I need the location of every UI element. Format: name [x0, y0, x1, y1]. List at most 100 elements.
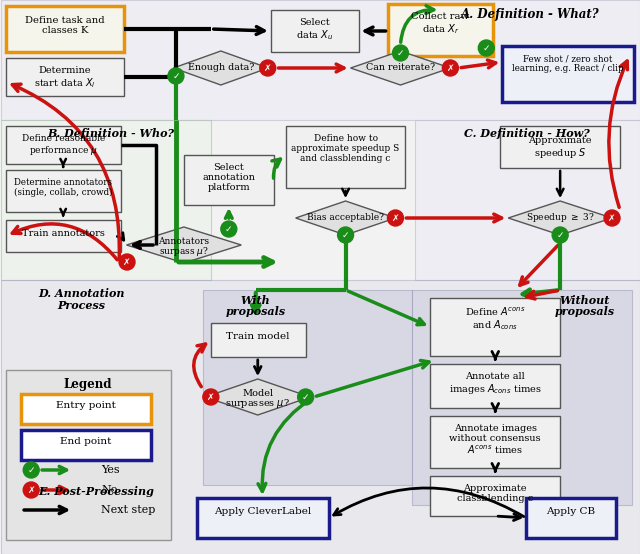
- Text: Apply CleverLabel: Apply CleverLabel: [214, 507, 312, 516]
- Circle shape: [260, 60, 276, 76]
- Text: Can reiterate?: Can reiterate?: [366, 64, 435, 73]
- Text: surpasses $\mu$?: surpasses $\mu$?: [225, 398, 290, 411]
- Polygon shape: [508, 201, 612, 235]
- Circle shape: [604, 210, 620, 226]
- Text: ✓: ✓: [225, 224, 232, 233]
- Text: data $X_u$: data $X_u$: [296, 28, 333, 42]
- Text: Apply CB: Apply CB: [547, 507, 596, 516]
- FancyBboxPatch shape: [502, 46, 634, 102]
- Text: start data $X_l$: start data $X_l$: [34, 76, 96, 90]
- Text: speedup $S$: speedup $S$: [534, 146, 586, 160]
- Text: performance $\mu$: performance $\mu$: [29, 144, 97, 157]
- FancyBboxPatch shape: [21, 430, 151, 460]
- Circle shape: [478, 40, 494, 56]
- Text: ✗: ✗: [28, 485, 35, 495]
- Text: ✗: ✗: [392, 213, 399, 223]
- FancyBboxPatch shape: [6, 126, 121, 164]
- Circle shape: [337, 227, 353, 243]
- Text: ✓: ✓: [556, 230, 564, 239]
- Text: ✗: ✗: [264, 64, 271, 73]
- Text: data $X_r$: data $X_r$: [422, 22, 459, 36]
- Text: End point: End point: [60, 437, 112, 446]
- FancyBboxPatch shape: [6, 370, 171, 540]
- Text: Train model: Train model: [226, 332, 289, 341]
- Circle shape: [298, 389, 314, 405]
- Text: learning, e.g. React / clip: learning, e.g. React / clip: [512, 64, 624, 73]
- Text: images $A_{cons}$ times: images $A_{cons}$ times: [449, 382, 541, 396]
- FancyBboxPatch shape: [184, 155, 274, 205]
- Circle shape: [23, 462, 39, 478]
- Text: Annotate images: Annotate images: [454, 424, 537, 433]
- Text: without consensus: without consensus: [449, 434, 541, 443]
- Text: Annotate all: Annotate all: [465, 372, 525, 381]
- Text: E. Post-Processing: E. Post-Processing: [38, 486, 154, 497]
- FancyBboxPatch shape: [500, 126, 620, 168]
- Circle shape: [203, 389, 219, 405]
- Text: Entry point: Entry point: [56, 401, 116, 410]
- FancyBboxPatch shape: [412, 290, 632, 505]
- Text: Speedup $\geq$ 3?: Speedup $\geq$ 3?: [526, 212, 595, 224]
- Text: Process: Process: [57, 300, 105, 311]
- Text: No: No: [101, 485, 117, 495]
- Text: proposals: proposals: [555, 306, 615, 317]
- FancyBboxPatch shape: [388, 4, 493, 56]
- FancyBboxPatch shape: [431, 476, 560, 516]
- Circle shape: [552, 227, 568, 243]
- FancyBboxPatch shape: [21, 394, 151, 424]
- FancyBboxPatch shape: [415, 120, 640, 280]
- Text: ✗: ✗: [608, 213, 616, 223]
- Text: With: With: [241, 295, 271, 306]
- Text: Annotators: Annotators: [158, 238, 209, 247]
- Text: Yes: Yes: [101, 465, 120, 475]
- Text: $A^{cons}$ times: $A^{cons}$ times: [467, 444, 523, 456]
- Text: and $A_{cons}$: and $A_{cons}$: [472, 318, 518, 332]
- FancyBboxPatch shape: [431, 298, 560, 356]
- FancyBboxPatch shape: [203, 290, 412, 485]
- Polygon shape: [205, 379, 310, 415]
- Text: Legend: Legend: [64, 378, 113, 391]
- Text: ✓: ✓: [397, 49, 404, 58]
- Circle shape: [392, 45, 408, 61]
- Text: ✓: ✓: [172, 71, 180, 80]
- FancyBboxPatch shape: [6, 6, 124, 52]
- Text: A. Definition - What?: A. Definition - What?: [461, 8, 600, 21]
- Text: Train annotators: Train annotators: [22, 229, 104, 238]
- FancyBboxPatch shape: [197, 498, 328, 538]
- Polygon shape: [173, 51, 268, 85]
- FancyBboxPatch shape: [431, 364, 560, 408]
- Text: Without: Without: [560, 295, 611, 306]
- Text: ✓: ✓: [483, 44, 490, 53]
- Polygon shape: [296, 201, 396, 235]
- FancyBboxPatch shape: [6, 58, 124, 96]
- Text: Bias acceptable?: Bias acceptable?: [307, 213, 384, 223]
- Circle shape: [387, 210, 403, 226]
- Text: ✓: ✓: [302, 392, 309, 402]
- Text: proposals: proposals: [226, 306, 286, 317]
- Text: Determine: Determine: [39, 66, 92, 75]
- Text: ✗: ✗: [124, 258, 131, 266]
- Circle shape: [23, 482, 39, 498]
- Text: Define how to: Define how to: [314, 134, 378, 143]
- Circle shape: [168, 68, 184, 84]
- Text: platform: platform: [207, 183, 250, 192]
- Text: Define $A^{cons}$: Define $A^{cons}$: [465, 306, 525, 319]
- Text: Enough data?: Enough data?: [188, 64, 254, 73]
- Text: Model: Model: [242, 389, 273, 398]
- Text: approximate speedup S: approximate speedup S: [291, 144, 400, 153]
- Text: (single, collab, crowd): (single, collab, crowd): [14, 188, 113, 197]
- Text: annotation: annotation: [202, 173, 255, 182]
- FancyBboxPatch shape: [211, 323, 306, 357]
- Text: classblending c: classblending c: [457, 494, 533, 503]
- Circle shape: [442, 60, 458, 76]
- Text: B. Definition - Who?: B. Definition - Who?: [47, 128, 175, 139]
- Text: Define task and
classes K: Define task and classes K: [26, 16, 105, 35]
- Text: Approximate: Approximate: [463, 484, 527, 493]
- Text: ✗: ✗: [447, 64, 454, 73]
- Text: Determine annotators: Determine annotators: [14, 178, 112, 187]
- Circle shape: [221, 221, 237, 237]
- Text: ✗: ✗: [207, 392, 214, 402]
- Text: Select: Select: [300, 18, 330, 27]
- Text: Define reasonable: Define reasonable: [22, 134, 105, 143]
- Text: Approximate: Approximate: [529, 136, 592, 145]
- FancyBboxPatch shape: [6, 170, 121, 212]
